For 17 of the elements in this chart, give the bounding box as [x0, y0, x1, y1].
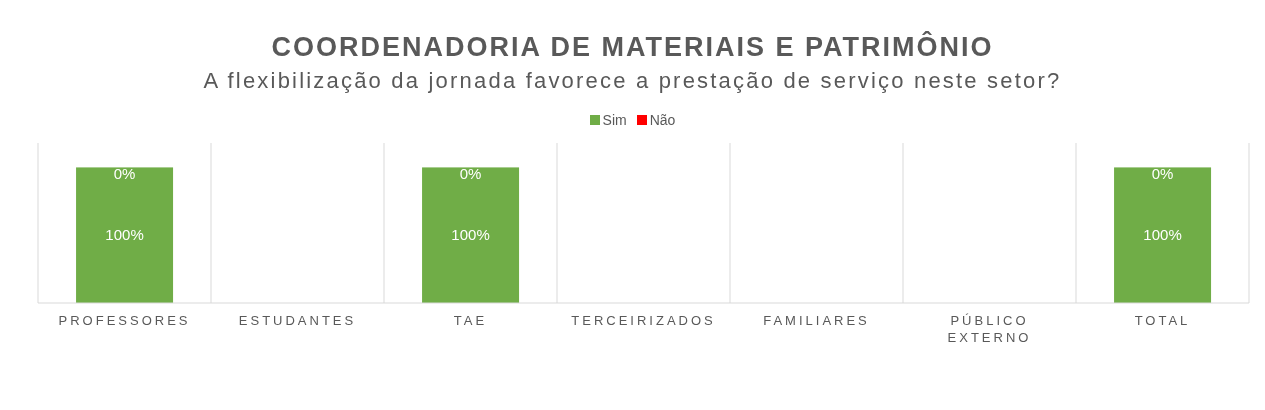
data-label: 0% — [459, 165, 482, 183]
x-tick-label: TERCEIRIZADOS — [571, 313, 716, 328]
legend-label: Sim — [602, 112, 627, 128]
chart-subtitle: A flexibilização da jornada favorece a prestação de serviço neste setor? — [202, 67, 1063, 95]
x-tick-label: FAMILIARES — [763, 313, 870, 328]
x-tick-label: TOTAL — [1134, 313, 1191, 328]
legend-label: Não — [649, 112, 676, 128]
x-tick-label: TAE — [453, 313, 488, 328]
data-label: 0% — [113, 165, 136, 183]
x-tick-label: ESTUDANTES — [238, 313, 357, 328]
data-label: 100% — [451, 226, 490, 244]
data-label: 100% — [1143, 226, 1182, 244]
x-tick-label: PÚBLICO EXTERNO — [947, 313, 1032, 345]
x-tick-label: PROFESSORES — [58, 313, 191, 328]
data-label: 0% — [1151, 165, 1174, 183]
chart-title: COORDENADORIA DE MATERIAIS E PATRIMÔNIO — [270, 30, 995, 64]
data-label: 100% — [105, 226, 144, 244]
